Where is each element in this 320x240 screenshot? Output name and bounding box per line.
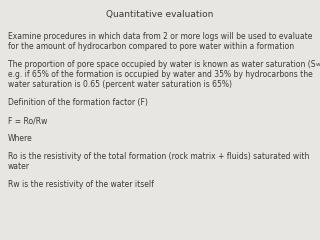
Text: Rw is the resistivity of the water itself: Rw is the resistivity of the water itsel… <box>8 180 154 189</box>
Text: Definition of the formation factor (F): Definition of the formation factor (F) <box>8 98 148 107</box>
Text: e.g. if 65% of the formation is occupied by water and 35% by hydrocarbons the: e.g. if 65% of the formation is occupied… <box>8 70 313 79</box>
Text: Quantitative evaluation: Quantitative evaluation <box>106 10 214 19</box>
Text: Where: Where <box>8 134 33 143</box>
Text: Ro is the resistivity of the total formation (rock matrix + fluids) saturated wi: Ro is the resistivity of the total forma… <box>8 152 309 161</box>
Text: water: water <box>8 162 30 171</box>
Text: for the amount of hydrocarbon compared to pore water within a formation: for the amount of hydrocarbon compared t… <box>8 42 294 51</box>
Text: The proportion of pore space occupied by water is known as water saturation (S: The proportion of pore space occupied by… <box>8 60 316 69</box>
Text: w: w <box>316 62 320 67</box>
Text: F = Ro/Rw: F = Ro/Rw <box>8 116 47 125</box>
Text: Examine procedures in which data from 2 or more logs will be used to evaluate: Examine procedures in which data from 2 … <box>8 32 312 41</box>
Text: water saturation is 0.65 (percent water saturation is 65%): water saturation is 0.65 (percent water … <box>8 80 232 89</box>
